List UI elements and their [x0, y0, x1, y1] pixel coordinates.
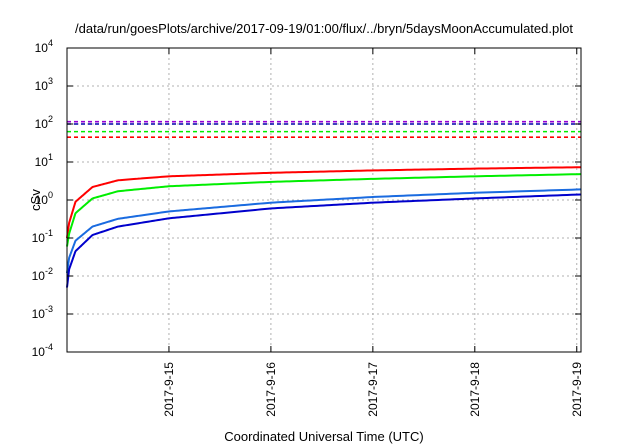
series-line [66, 166, 582, 239]
chart-title: /data/run/goesPlots/archive/2017-09-19/0… [75, 21, 573, 36]
x-tick-label: 2017-9-17 [366, 362, 380, 417]
y-axis-label: cSv [28, 189, 43, 211]
x-axis-label: Coordinated Universal Time (UTC) [224, 429, 423, 444]
y-tick-label: 102 [35, 114, 53, 131]
y-tick-label: 101 [35, 152, 53, 169]
x-tick-label: 2017-9-19 [570, 362, 584, 417]
y-tick-label: 100 [35, 190, 53, 207]
y-tick-label: 10-1 [32, 228, 53, 245]
y-tick-label: 10-2 [32, 266, 53, 283]
x-tick-label: 2017-9-18 [468, 362, 482, 417]
x-tick-label: 2017-9-15 [162, 362, 176, 417]
x-tick-label: 2017-9-16 [264, 362, 278, 417]
y-axis: 10-4 10-3 10-2 10-1 100 101 102 103 104 [32, 38, 581, 359]
reference-lines [67, 120, 581, 138]
x-axis: 2017-9-15 2017-9-16 2017-9-17 2017-9-18 2017… [162, 48, 584, 417]
y-tick-label: 103 [35, 76, 53, 93]
y-tick-label: 10-4 [32, 342, 53, 359]
y-tick-label: 104 [35, 38, 53, 55]
series-line [66, 193, 582, 289]
series-line [66, 173, 582, 248]
series-lines [66, 166, 582, 289]
y-tick-label: 10-3 [32, 304, 53, 321]
series-line [66, 188, 582, 274]
